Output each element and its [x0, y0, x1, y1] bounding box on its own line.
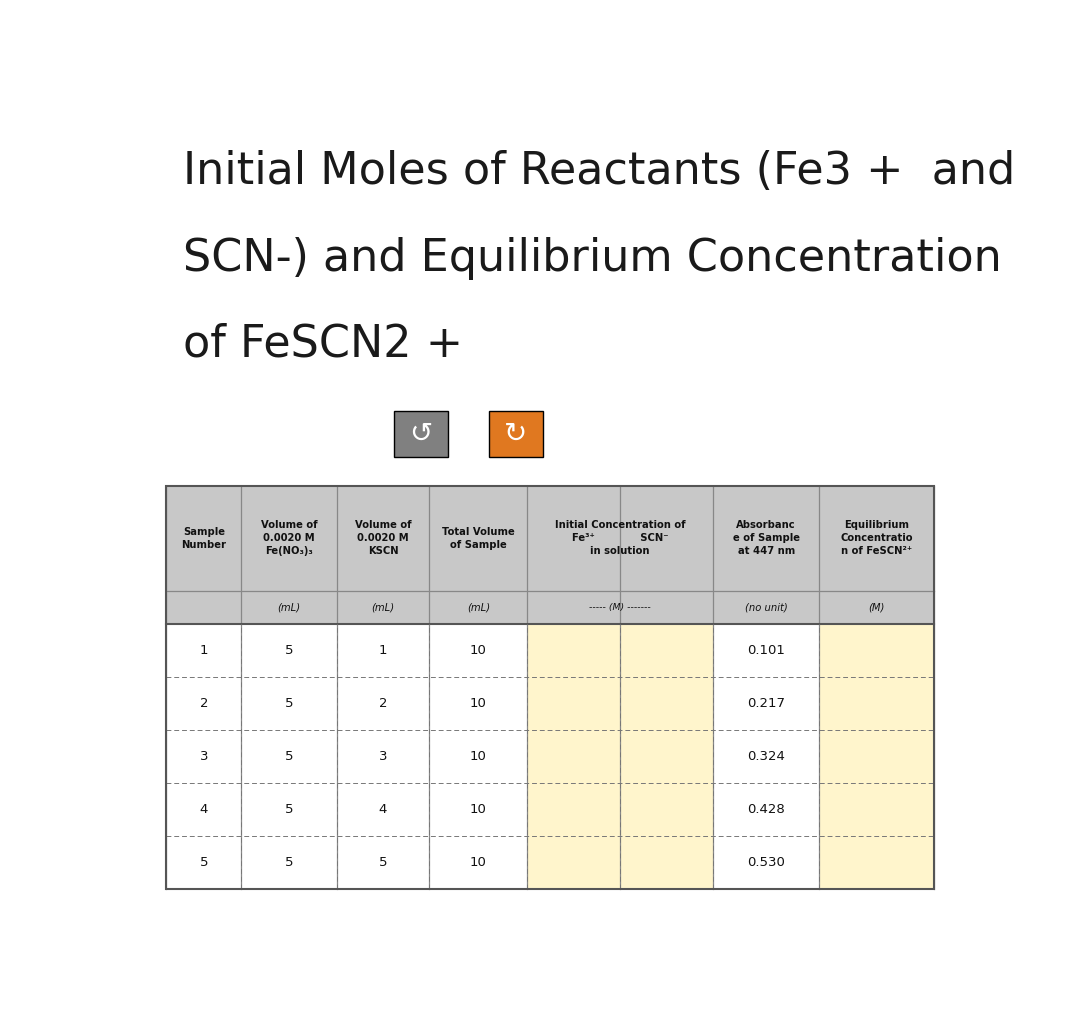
Text: 10: 10 — [469, 803, 487, 816]
Text: (mL): (mL) — [467, 602, 490, 613]
Text: Volume of
0.0020 M
Fe(NO₃)₃: Volume of 0.0020 M Fe(NO₃)₃ — [260, 521, 317, 556]
Bar — [241, 486, 336, 624]
Bar — [527, 730, 620, 783]
Bar — [429, 486, 527, 624]
Text: SCN-) and Equilibrium Concentration: SCN-) and Equilibrium Concentration — [184, 237, 1002, 280]
Bar — [166, 730, 241, 783]
Bar — [819, 624, 934, 677]
Text: Initial Moles of Reactants (Fe3 +  and: Initial Moles of Reactants (Fe3 + and — [184, 150, 1015, 193]
Bar — [429, 624, 527, 677]
Text: Absorbanc
e of Sample
at 447 nm: Absorbanc e of Sample at 447 nm — [733, 521, 800, 556]
Text: 5: 5 — [379, 856, 387, 869]
Bar — [527, 836, 620, 889]
Text: Equilibrium
Concentratio
n of FeSCN²⁺: Equilibrium Concentratio n of FeSCN²⁺ — [841, 521, 913, 556]
Bar — [241, 730, 336, 783]
Text: 10: 10 — [469, 856, 487, 869]
Bar — [620, 677, 713, 730]
Text: (M): (M) — [869, 602, 885, 613]
Bar — [620, 624, 713, 677]
Bar — [166, 783, 241, 836]
Text: ----- (M) -------: ----- (M) ------- — [589, 602, 651, 612]
Text: 4: 4 — [379, 803, 387, 816]
Text: (mL): (mL) — [277, 602, 301, 613]
Text: Sample
Number: Sample Number — [181, 527, 226, 549]
Bar — [336, 486, 429, 624]
Text: 0.217: 0.217 — [747, 696, 785, 710]
Text: 3: 3 — [200, 749, 208, 763]
Bar — [429, 836, 527, 889]
Text: of FeSCN2 +: of FeSCN2 + — [184, 323, 463, 366]
Bar — [336, 783, 429, 836]
Bar — [819, 836, 934, 889]
Bar — [241, 836, 336, 889]
Bar — [166, 677, 241, 730]
Bar — [819, 486, 934, 624]
Text: (mL): (mL) — [371, 602, 395, 613]
Text: 5: 5 — [285, 803, 293, 816]
Text: 0.428: 0.428 — [747, 803, 785, 816]
Text: 0.324: 0.324 — [747, 749, 785, 763]
Text: 1: 1 — [200, 643, 208, 657]
Text: Volume of
0.0020 M
KSCN: Volume of 0.0020 M KSCN — [354, 521, 411, 556]
Bar — [336, 624, 429, 677]
Bar — [713, 624, 819, 677]
FancyBboxPatch shape — [489, 411, 543, 456]
FancyBboxPatch shape — [394, 411, 448, 456]
Bar — [713, 730, 819, 783]
Bar — [241, 624, 336, 677]
Text: 2: 2 — [200, 696, 208, 710]
Text: 5: 5 — [200, 856, 208, 869]
Bar — [713, 486, 819, 624]
Text: 5: 5 — [285, 749, 293, 763]
Text: ↺: ↺ — [409, 420, 432, 448]
Text: 1: 1 — [379, 643, 387, 657]
Text: 10: 10 — [469, 643, 487, 657]
Text: (no unit): (no unit) — [745, 602, 787, 613]
Bar — [166, 836, 241, 889]
Bar — [336, 730, 429, 783]
Bar — [241, 783, 336, 836]
Bar — [620, 486, 713, 624]
Bar — [429, 783, 527, 836]
Bar — [429, 730, 527, 783]
Bar — [527, 624, 620, 677]
Bar — [819, 783, 934, 836]
Bar — [166, 486, 241, 624]
Text: 10: 10 — [469, 749, 487, 763]
Text: Total Volume
of Sample: Total Volume of Sample — [442, 527, 514, 549]
Text: 5: 5 — [285, 856, 293, 869]
Bar — [527, 677, 620, 730]
Text: 4: 4 — [200, 803, 208, 816]
Text: ↻: ↻ — [505, 420, 527, 448]
Bar — [819, 730, 934, 783]
Bar — [713, 836, 819, 889]
Text: 2: 2 — [379, 696, 387, 710]
Bar — [620, 783, 713, 836]
Bar — [166, 624, 241, 677]
Text: 0.101: 0.101 — [747, 643, 785, 657]
Text: Initial Concentration of
Fe³⁺             SCN⁻
in solution: Initial Concentration of Fe³⁺ SCN⁻ in so… — [555, 521, 686, 556]
Bar — [620, 730, 713, 783]
Text: 5: 5 — [285, 696, 293, 710]
Bar — [713, 783, 819, 836]
Bar — [336, 836, 429, 889]
Bar — [527, 783, 620, 836]
Bar — [620, 836, 713, 889]
Bar — [336, 677, 429, 730]
Bar — [241, 677, 336, 730]
Text: 5: 5 — [285, 643, 293, 657]
Bar — [713, 677, 819, 730]
Bar — [819, 677, 934, 730]
Bar — [527, 486, 620, 624]
Text: 3: 3 — [379, 749, 387, 763]
Bar — [166, 486, 934, 889]
Text: 0.530: 0.530 — [747, 856, 785, 869]
Text: 10: 10 — [469, 696, 487, 710]
Bar — [429, 677, 527, 730]
